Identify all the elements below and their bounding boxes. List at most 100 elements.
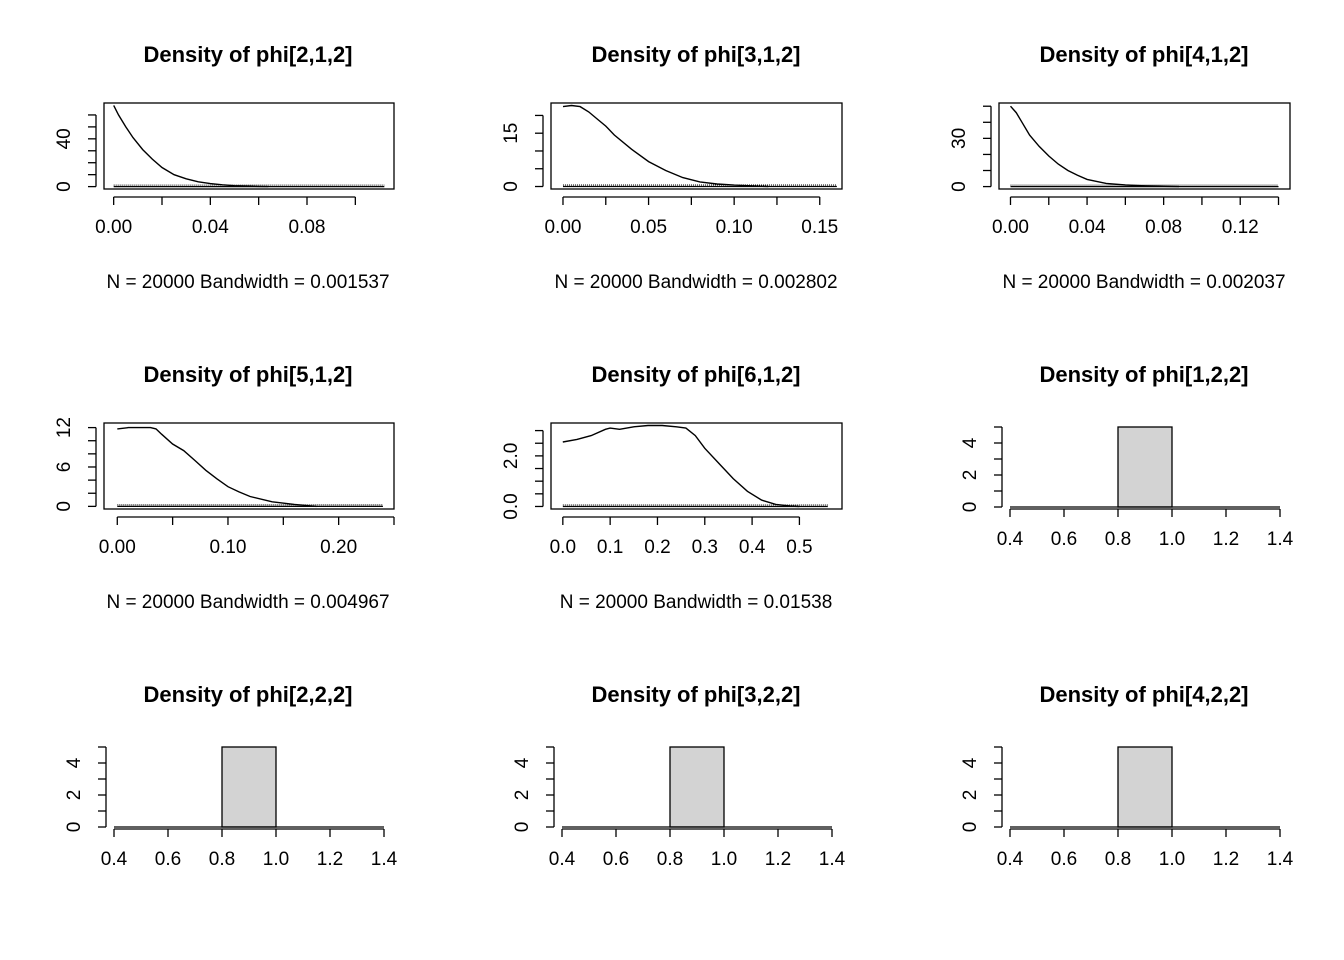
chart-title: Density of phi[3,1,2] bbox=[591, 42, 800, 67]
x-tick-label: 0.8 bbox=[657, 849, 683, 870]
density-curve bbox=[113, 105, 269, 188]
histogram-bar bbox=[1117, 426, 1173, 508]
x-tick-label: 0.4 bbox=[549, 849, 576, 870]
x-tick-label: 0.20 bbox=[320, 537, 357, 558]
y-tick-label: 4 bbox=[960, 757, 981, 768]
chart-title: Density of phi[2,2,2] bbox=[143, 682, 352, 707]
x-tick-label: 0.3 bbox=[692, 537, 718, 558]
y-tick-label: 4 bbox=[960, 437, 981, 448]
y-tick-label: 0.0 bbox=[501, 493, 522, 519]
x-tick-label: 0.4 bbox=[739, 537, 766, 558]
y-tick-label: 0 bbox=[949, 181, 970, 192]
x-tick-label: 0.0 bbox=[550, 537, 576, 558]
x-tick-label: 0.00 bbox=[544, 217, 581, 238]
panel-5: Density of phi[6,1,2] N = 20000 Bandwidth… bbox=[501, 362, 843, 613]
x-tick-label: 0.8 bbox=[209, 849, 235, 870]
x-tick-label: 0.4 bbox=[997, 529, 1024, 550]
x-tick-label: 0.6 bbox=[603, 849, 629, 870]
density-curve bbox=[117, 426, 317, 508]
chart-note: N = 20000 Bandwidth = 0.001537 bbox=[106, 272, 389, 293]
x-tick-label: 0.8 bbox=[1105, 849, 1131, 870]
y-tick-label: 2 bbox=[960, 790, 981, 801]
x-tick-label: 0.6 bbox=[1051, 529, 1077, 550]
y-tick-label: 12 bbox=[54, 417, 75, 438]
x-tick-label: 0.8 bbox=[1105, 529, 1131, 550]
x-tick-label: 1.2 bbox=[1213, 849, 1239, 870]
y-tick-label: 0 bbox=[64, 822, 85, 833]
x-tick-label: 0.6 bbox=[155, 849, 181, 870]
x-tick-label: 0.00 bbox=[99, 537, 136, 558]
y-tick-label: 6 bbox=[54, 462, 75, 473]
x-tick-label: 1.0 bbox=[711, 849, 737, 870]
panel-6: Density of phi[1,2,2] 0.4 0.6 0.8 1.0 1.2 1.4 0… bbox=[960, 362, 1294, 550]
y-tick-label: 0 bbox=[960, 822, 981, 833]
plot-grid: Density of phi[2,1,2] N = 20000 Bandwidth… bbox=[54, 42, 1294, 870]
x-tick-label: 0.4 bbox=[101, 849, 128, 870]
chart-title: Density of phi[4,1,2] bbox=[1039, 42, 1248, 67]
panel-3: Density of phi[4,1,2] N = 20000 Bandwidth… bbox=[949, 42, 1291, 293]
x-tick-label: 0.04 bbox=[192, 217, 229, 238]
histogram-bar bbox=[669, 746, 725, 828]
x-tick-label: 0.1 bbox=[597, 537, 623, 558]
plot-frame bbox=[550, 422, 843, 510]
x-tick-label: 1.0 bbox=[1159, 849, 1185, 870]
panel-7: Density of phi[2,2,2] 0.4 0.6 0.8 1.0 1.2 1.4 0… bbox=[64, 682, 398, 870]
y-tick-label: 2 bbox=[512, 790, 533, 801]
x-tick-label: 1.0 bbox=[263, 849, 289, 870]
panel-4: Density of phi[5,1,2] N = 20000 Bandwidth… bbox=[54, 362, 395, 613]
y-tick-label: 0 bbox=[54, 501, 75, 512]
x-tick-label: 1.2 bbox=[1213, 529, 1239, 550]
chart-note: N = 20000 Bandwidth = 0.002802 bbox=[554, 272, 837, 293]
plot-frame bbox=[103, 102, 395, 190]
y-tick-label: 40 bbox=[54, 128, 75, 149]
y-tick-label: 0 bbox=[501, 181, 522, 192]
panel-1: Density of phi[2,1,2] N = 20000 Bandwidth… bbox=[54, 42, 395, 293]
panel-2: Density of phi[3,1,2] N = 20000 Bandwidth… bbox=[501, 42, 843, 293]
x-tick-label: 0.05 bbox=[630, 217, 667, 238]
chart-title: Density of phi[1,2,2] bbox=[1039, 362, 1248, 387]
y-tick-label: 30 bbox=[949, 128, 970, 149]
panel-8: Density of phi[3,2,2] 0.4 0.6 0.8 1.0 1.2 1.4 0… bbox=[512, 682, 846, 870]
y-tick-label: 2 bbox=[64, 790, 85, 801]
chart-title: Density of phi[2,1,2] bbox=[143, 42, 352, 67]
x-tick-label: 0.08 bbox=[289, 217, 326, 238]
x-tick-label: 0.15 bbox=[801, 217, 838, 238]
x-tick-label: 0.00 bbox=[992, 217, 1029, 238]
x-tick-label: 0.10 bbox=[209, 537, 246, 558]
chart-title: Density of phi[4,2,2] bbox=[1039, 682, 1248, 707]
plot-frame bbox=[998, 102, 1291, 190]
plot-frame bbox=[550, 102, 843, 190]
chart-note: N = 20000 Bandwidth = 0.004967 bbox=[106, 592, 389, 613]
chart-title: Density of phi[3,2,2] bbox=[591, 682, 800, 707]
histogram-bar bbox=[1117, 746, 1173, 828]
chart-title: Density of phi[6,1,2] bbox=[591, 362, 800, 387]
y-tick-label: 0 bbox=[512, 822, 533, 833]
density-curve bbox=[562, 424, 800, 508]
x-tick-label: 1.4 bbox=[819, 849, 846, 870]
x-tick-label: 0.04 bbox=[1069, 217, 1106, 238]
x-tick-label: 0.08 bbox=[1145, 217, 1182, 238]
plot-frame bbox=[103, 422, 395, 510]
density-curve bbox=[562, 104, 769, 188]
x-tick-label: 0.10 bbox=[716, 217, 753, 238]
x-tick-label: 0.6 bbox=[1051, 849, 1077, 870]
y-tick-label: 0 bbox=[54, 181, 75, 192]
x-tick-label: 0.12 bbox=[1222, 217, 1259, 238]
x-tick-label: 1.4 bbox=[371, 849, 398, 870]
chart-note: N = 20000 Bandwidth = 0.01538 bbox=[560, 592, 833, 613]
y-tick-label: 2 bbox=[960, 470, 981, 481]
y-tick-label: 4 bbox=[512, 757, 533, 768]
x-tick-label: 0.5 bbox=[786, 537, 812, 558]
histogram-bar bbox=[221, 746, 277, 828]
y-tick-label: 0 bbox=[960, 502, 981, 513]
x-tick-label: 1.2 bbox=[317, 849, 343, 870]
y-tick-label: 4 bbox=[64, 757, 85, 768]
x-tick-label: 0.2 bbox=[644, 537, 670, 558]
chart-note: N = 20000 Bandwidth = 0.002037 bbox=[1002, 272, 1285, 293]
x-tick-label: 1.2 bbox=[765, 849, 791, 870]
x-tick-label: 1.0 bbox=[1159, 529, 1185, 550]
panel-9: Density of phi[4,2,2] 0.4 0.6 0.8 1.0 1.2 1.4 0… bbox=[960, 682, 1294, 870]
x-tick-label: 1.4 bbox=[1267, 849, 1294, 870]
density-curve bbox=[1009, 105, 1180, 188]
